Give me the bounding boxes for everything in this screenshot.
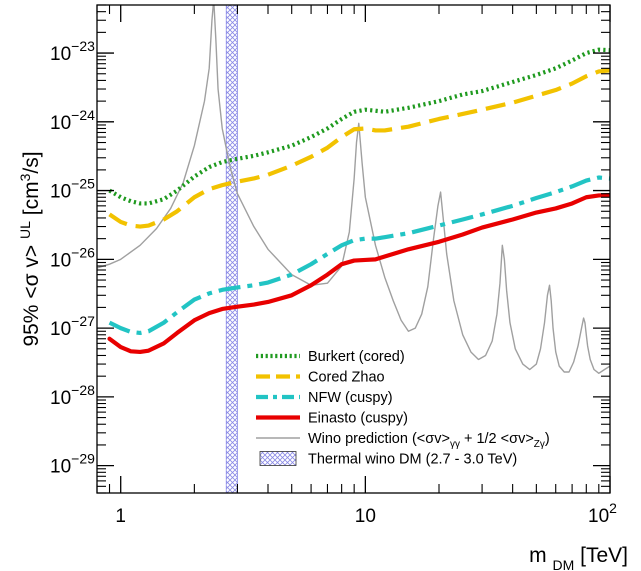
plot-frame [96, 4, 611, 494]
series-layer [97, 5, 610, 375]
axes: 1 10 102 10−29 10−28 10−27 10−26 10−25 10−24 10−2… [50, 4, 617, 527]
y-tick-label: 10−24 [50, 107, 95, 134]
legend-item: Thermal wino DM (2.7 - 3.0 TeV) [259, 451, 517, 468]
series-line-einasto [107, 192, 610, 355]
y-tick-label: 10−27 [50, 313, 95, 340]
series-line-nfw [108, 175, 610, 336]
legend-item: Wino prediction (<σv>γγ + 1/2 <σv>Zγ) [256, 431, 550, 450]
legend-item: Burkert (cored) [256, 349, 405, 365]
y-tick-label: 10−29 [50, 451, 95, 478]
legend-label: Burkert (cored) [308, 349, 405, 365]
legend-label: Cored Zhao [308, 370, 385, 386]
thermal-wino-band [225, 5, 238, 493]
legend-item: Einasto (cuspy) [256, 411, 408, 427]
legend-label: NFW (cuspy) [308, 390, 393, 406]
y-tick-label: 10−28 [50, 382, 95, 409]
y-tick-label: 10−23 [50, 38, 95, 65]
series-line-burkert [108, 47, 610, 206]
legend-label: Einasto (cuspy) [308, 411, 408, 427]
legend-label: Wino prediction (<σv>γγ + 1/2 <σv>Zγ) [308, 431, 550, 450]
legend-item: NFW (cuspy) [256, 390, 393, 406]
y-tick-label: 10−25 [50, 176, 95, 203]
legend-item: Cored Zhao [256, 370, 385, 386]
legend-swatch-hatch [259, 451, 297, 466]
series-line-wino [97, 5, 610, 375]
x-tick-label: 102 [588, 500, 617, 527]
series-line-cored [108, 68, 610, 229]
legend-label: Thermal wino DM (2.7 - 3.0 TeV) [308, 452, 517, 468]
thermal-wino-band-rect [225, 5, 238, 493]
x-tick-label: 10 [355, 506, 376, 527]
x-axis-title: m DM [TeV] [529, 544, 628, 571]
x-tick-label: 1 [115, 506, 126, 527]
legend: Burkert (cored) Cored Zhao NFW (cuspy) Eina… [256, 349, 550, 468]
y-tick-label: 10−26 [50, 244, 95, 271]
y-axis-title: 95% <σ v> UL [cm3/s] [17, 151, 43, 346]
